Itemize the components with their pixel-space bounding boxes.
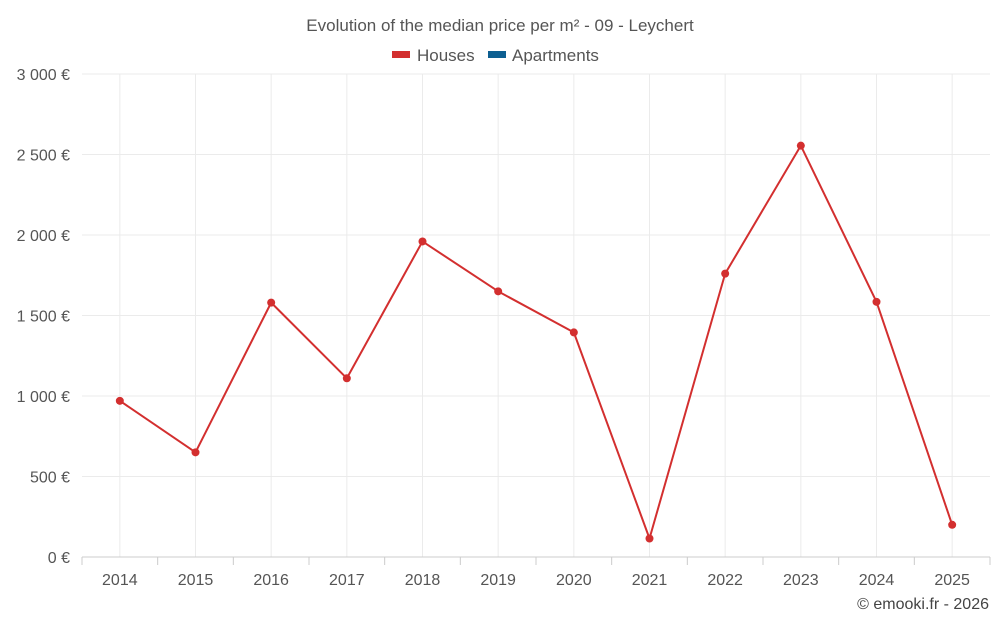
series-houses [115, 141, 957, 543]
data-point[interactable] [342, 374, 351, 383]
x-tick-label: 2016 [253, 572, 289, 589]
data-point[interactable] [872, 297, 881, 306]
x-tick-label: 2019 [480, 572, 516, 589]
data-point[interactable] [267, 298, 276, 307]
data-point[interactable] [569, 328, 578, 337]
y-tick-label: 2 500 € [17, 148, 70, 165]
data-point[interactable] [191, 448, 200, 457]
x-tick-label: 2014 [102, 572, 138, 589]
y-tick-label: 500 € [30, 470, 70, 487]
y-tick-label: 3 000 € [17, 67, 70, 84]
grid [82, 73, 990, 557]
x-tick-label: 2015 [178, 572, 214, 589]
y-tick-label: 0 € [48, 550, 70, 567]
data-point[interactable] [796, 141, 805, 150]
legend-swatch-houses [392, 51, 410, 58]
data-point[interactable] [948, 520, 957, 529]
y-tick-label: 1 500 € [17, 309, 70, 326]
legend-label-houses: Houses [417, 46, 475, 65]
x-tick-label: 2017 [329, 572, 365, 589]
legend-swatch-apartments [488, 51, 506, 58]
chart-title: Evolution of the median price per m² - 0… [306, 16, 694, 35]
y-axis: 0 € 500 € 1 000 € 1 500 € 2 000 € 2 500 € 3 00… [17, 67, 70, 567]
x-axis: 2014 2015 2016 2017 2018 2019 2020 2021 2022 2023… [81, 556, 991, 589]
x-tick-label: 2021 [632, 572, 668, 589]
y-tick-label: 2 000 € [17, 228, 70, 245]
x-tick-label: 2022 [707, 572, 743, 589]
legend: Houses Apartments [392, 46, 599, 65]
legend-label-apartments: Apartments [512, 46, 599, 65]
legend-item-houses[interactable]: Houses [392, 46, 475, 65]
legend-item-apartments[interactable]: Apartments [488, 46, 599, 65]
x-tick-label: 2018 [405, 572, 441, 589]
series-line-houses [119, 144, 954, 540]
x-tick-label: 2023 [783, 572, 819, 589]
x-tick-label: 2020 [556, 572, 592, 589]
x-tick-label: 2025 [934, 572, 970, 589]
y-tick-label: 1 000 € [17, 389, 70, 406]
data-point[interactable] [418, 237, 427, 246]
data-point[interactable] [494, 287, 503, 296]
data-point[interactable] [721, 269, 730, 278]
data-point[interactable] [645, 534, 654, 543]
x-tick-label: 2024 [859, 572, 895, 589]
data-point[interactable] [115, 396, 124, 405]
copyright-text: © emooki.fr - 2026 [857, 596, 989, 613]
